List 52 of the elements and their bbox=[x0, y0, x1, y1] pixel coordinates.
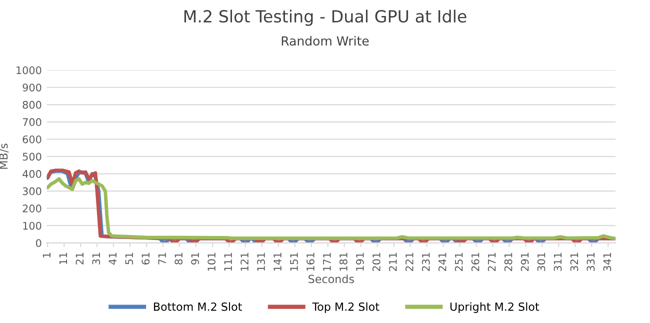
x-tick-label: 221 bbox=[405, 252, 414, 272]
y-tick-label: 300 bbox=[22, 187, 42, 196]
x-tick-label: 181 bbox=[340, 252, 348, 271]
x-tick-label: 121 bbox=[240, 252, 248, 271]
x-tick-label: 271 bbox=[488, 252, 496, 272]
x-tick-label: 321 bbox=[570, 252, 578, 272]
y-tick-label: 700 bbox=[22, 118, 42, 126]
x-tick-label: 251 bbox=[454, 252, 463, 272]
x-tick-label: 331 bbox=[586, 252, 595, 272]
x-tick-label: 341 bbox=[603, 252, 612, 272]
y-tick-label: 400 bbox=[22, 170, 42, 178]
x-tick-label: 151 bbox=[290, 252, 298, 271]
x-tick-label: 241 bbox=[438, 252, 446, 272]
y-tick-label: 800 bbox=[22, 100, 42, 109]
x-tick-label: 191 bbox=[356, 252, 364, 271]
x-tick-label: 171 bbox=[323, 252, 331, 271]
x-tick-label: 281 bbox=[504, 252, 512, 272]
x-tick-label: 211 bbox=[388, 252, 397, 272]
y-tick-label: 100 bbox=[23, 222, 42, 230]
y-tick-label: 900 bbox=[22, 84, 42, 92]
x-tick-label: 131 bbox=[257, 252, 265, 271]
x-tick-label: 31 bbox=[92, 252, 100, 264]
x-tick-label: 141 bbox=[274, 252, 282, 271]
x-tick-label: 71 bbox=[158, 252, 166, 264]
x-tick-label: 91 bbox=[191, 252, 200, 265]
legend-label: Bottom M.2 Slot bbox=[154, 302, 242, 311]
x-tick-label: 261 bbox=[471, 252, 480, 272]
x-tick-label: 21 bbox=[76, 252, 84, 264]
x-tick-label: 161 bbox=[306, 252, 314, 271]
y-tick-label: 1000 bbox=[16, 66, 42, 74]
legend-label: Upright M.2 Slot bbox=[450, 302, 540, 313]
x-tick-label: 111 bbox=[224, 252, 232, 271]
x-tick-label: 61 bbox=[142, 252, 150, 264]
legend-label: Top M.2 Slot bbox=[312, 302, 380, 313]
y-tick-label: 500 bbox=[22, 152, 42, 161]
x-tick-label: 41 bbox=[108, 252, 116, 265]
y-tick-label: 0 bbox=[36, 239, 42, 247]
x-tick-label: 51 bbox=[125, 252, 134, 264]
x-tick-label: 81 bbox=[174, 252, 183, 264]
x-tick-label: 311 bbox=[554, 252, 562, 272]
x-axis-title: Seconds bbox=[308, 274, 354, 284]
x-tick-label: 201 bbox=[372, 252, 380, 272]
x-tick-label: 291 bbox=[520, 252, 529, 272]
chart-subtitle: Random Write bbox=[282, 36, 369, 46]
chart-title: M.2 Slot Testing - Dual GPU at Idle bbox=[184, 10, 466, 26]
x-tick-label: 231 bbox=[422, 252, 430, 272]
x-tick-label: 301 bbox=[537, 252, 546, 272]
y-tick-label: 200 bbox=[22, 204, 42, 212]
x-tick-label: 101 bbox=[208, 252, 216, 271]
y-tick-label: 600 bbox=[22, 135, 42, 144]
x-tick-label: 11 bbox=[59, 252, 67, 264]
x-tick-label: 1 bbox=[42, 252, 50, 258]
